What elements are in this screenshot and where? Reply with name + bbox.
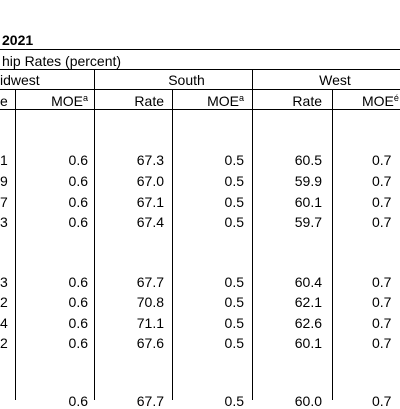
cell-south-moe: 0.5: [224, 274, 244, 290]
title-rule: [0, 49, 400, 50]
header-rule: [0, 109, 400, 110]
cell-south-moe: 0.5: [224, 315, 244, 331]
cell-midwest-rate: 3: [0, 274, 8, 290]
cell-midwest-moe: 0.6: [68, 393, 88, 409]
cell-south-moe: 0.5: [224, 152, 244, 168]
cell-south-rate: 67.4: [136, 214, 164, 230]
region-midwest: idwest: [0, 72, 40, 88]
cell-south-moe: 0.5: [224, 214, 244, 230]
table-title: 2021: [2, 32, 34, 48]
section-rule: [0, 69, 400, 70]
cell-south-rate: 67.7: [136, 274, 164, 290]
cell-west-moe: 0.7: [372, 173, 392, 189]
region-rule: [0, 89, 400, 90]
cell-midwest-moe: 0.6: [68, 214, 88, 230]
cell-midwest-moe: 0.6: [68, 315, 88, 331]
cell-midwest-rate: 1: [0, 152, 8, 168]
section-header: hip Rates (percent): [2, 53, 122, 69]
cell-midwest-moe: 0.6: [68, 294, 88, 310]
cell-west-rate: 60.0: [294, 393, 322, 409]
col-header-rate-south: Rate: [134, 93, 164, 109]
cell-midwest-rate: 3: [0, 214, 8, 230]
col-header-moe-west: MOEé: [362, 93, 399, 109]
cell-west-moe: 0.7: [372, 335, 392, 351]
cell-west-rate: 62.6: [294, 315, 322, 331]
cell-west-rate: 59.7: [294, 214, 322, 230]
cell-south-rate: 67.0: [136, 173, 164, 189]
cell-west-rate: 60.4: [294, 274, 322, 290]
cell-west-rate: 60.1: [294, 335, 322, 351]
region-west: West: [319, 72, 351, 88]
column-divider: [252, 70, 253, 400]
column-divider: [94, 70, 95, 400]
col-header-rate-west: Rate: [292, 93, 322, 109]
column-divider: [15, 90, 16, 400]
cell-west-moe: 0.7: [372, 194, 392, 210]
cell-west-moe: 0.7: [372, 152, 392, 168]
cell-west-rate: 60.1: [294, 194, 322, 210]
cell-south-moe: 0.5: [224, 173, 244, 189]
cell-south-rate: 67.6: [136, 335, 164, 351]
cell-midwest-moe: 0.6: [68, 335, 88, 351]
cell-midwest-rate: 7: [0, 194, 8, 210]
col-header-moe-south: MOEa: [207, 93, 244, 109]
col-header-moe-midwest: MOEa: [51, 93, 88, 109]
cell-west-moe: 0.7: [372, 294, 392, 310]
cell-west-moe: 0.7: [372, 214, 392, 230]
cell-south-rate: 67.1: [136, 194, 164, 210]
cell-west-rate: 59.9: [294, 173, 322, 189]
cell-midwest-rate: 2: [0, 335, 8, 351]
cell-south-rate: 70.8: [136, 294, 164, 310]
cell-west-moe: 0.7: [372, 315, 392, 331]
region-south: South: [168, 72, 205, 88]
cell-south-moe: 0.5: [224, 194, 244, 210]
cell-west-moe: 0.7: [372, 274, 392, 290]
cell-midwest-rate: 2: [0, 294, 8, 310]
cell-south-rate: 71.1: [136, 315, 164, 331]
cell-south-moe: 0.5: [224, 294, 244, 310]
cell-midwest-rate: 9: [0, 173, 8, 189]
cell-south-rate: 67.7: [136, 393, 164, 409]
col-header-rate-midwest: e: [0, 93, 8, 109]
cell-west-rate: 60.5: [294, 152, 322, 168]
cell-midwest-moe: 0.6: [68, 152, 88, 168]
cell-west-rate: 62.1: [294, 294, 322, 310]
column-divider: [172, 90, 173, 400]
cell-west-moe: 0.7: [372, 393, 392, 409]
cell-midwest-rate: 4: [0, 315, 8, 331]
cell-midwest-moe: 0.6: [68, 194, 88, 210]
cell-south-rate: 67.3: [136, 152, 164, 168]
cell-midwest-moe: 0.6: [68, 274, 88, 290]
cell-south-moe: 0.5: [224, 393, 244, 409]
cell-south-moe: 0.5: [224, 335, 244, 351]
cell-midwest-moe: 0.6: [68, 173, 88, 189]
column-divider: [332, 90, 333, 400]
